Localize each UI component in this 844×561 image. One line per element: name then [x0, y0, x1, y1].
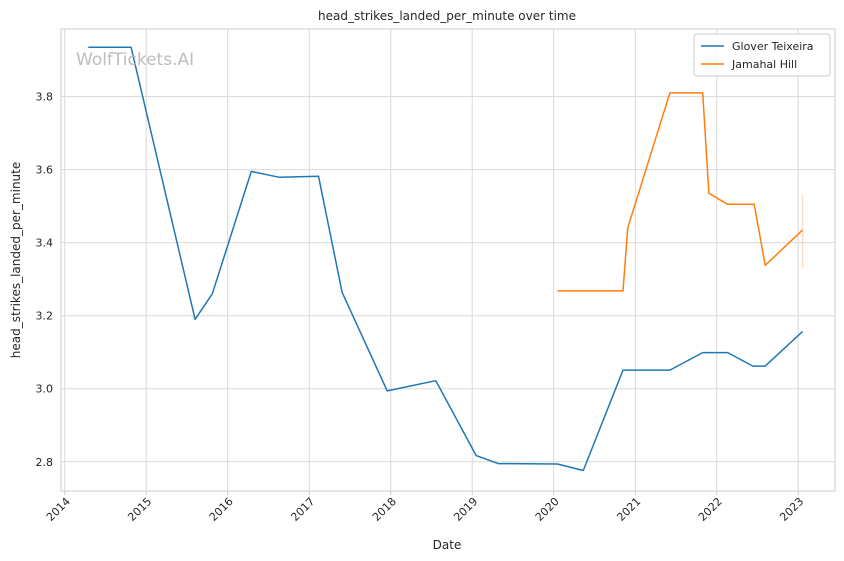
x-tick-label: 2015 [125, 495, 154, 524]
legend-label-jamahal-hill: Jamahal Hill [731, 58, 797, 71]
x-tick-label: 2016 [207, 495, 236, 524]
x-tick-label: 2023 [777, 495, 806, 524]
y-tick-label: 3.0 [36, 383, 54, 396]
y-tick-label: 3.8 [36, 91, 54, 104]
y-axis-ticks: 2.8 3.0 3.2 3.4 3.6 3.8 [36, 91, 54, 469]
x-tick-label: 2014 [44, 495, 73, 524]
x-tick-label: 2018 [370, 495, 399, 524]
x-tick-label: 2021 [614, 495, 643, 524]
x-tick-label: 2020 [533, 495, 562, 524]
x-axis-label: Date [433, 538, 462, 552]
y-tick-label: 3.6 [36, 164, 54, 177]
chart-title: head_strikes_landed_per_minute over time [318, 9, 576, 23]
y-tick-label: 3.4 [36, 237, 54, 250]
x-tick-label: 2022 [696, 495, 725, 524]
grid [61, 29, 835, 491]
x-axis-ticks: 2014 2015 2016 2017 2018 2019 2020 2021 2022 2023 [44, 491, 806, 524]
plot-area-frame [60, 28, 836, 492]
y-tick-label: 3.2 [36, 310, 54, 323]
watermark-text: WolfTickets.AI [76, 50, 194, 70]
series-layer [88, 46, 804, 472]
legend-label-glover-teixeira: Glover Teixeira [732, 40, 814, 53]
y-axis-label: head_strikes_landed_per_minute [9, 162, 23, 359]
legend: Glover Teixeira Jamahal Hill [693, 33, 831, 77]
y-tick-label: 2.8 [36, 456, 54, 469]
series-line-glover-teixeira [88, 46, 804, 472]
legend-frame [693, 33, 831, 77]
series-line-jamahal-hill [557, 92, 804, 292]
x-tick-label: 2019 [451, 495, 480, 524]
x-tick-label: 2017 [288, 495, 317, 524]
